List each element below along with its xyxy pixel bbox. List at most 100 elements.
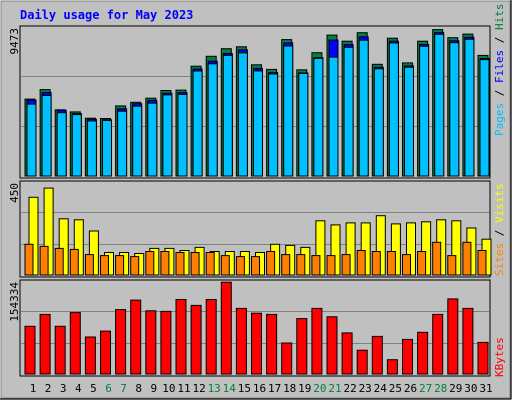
bar-sites-day-4 [69,248,79,276]
bar-sites-day-6 [100,255,109,276]
bar-kbytes-day-11 [175,299,187,375]
bar-sites-day-18 [281,254,291,276]
day-label-28: 28 [434,382,447,395]
bar-kbytes-day-14 [220,281,232,375]
bar-pages-day-15 [237,52,248,177]
bar-pages-day-31 [479,59,490,177]
day-label-15: 15 [238,382,251,395]
bar-sites-day-14 [220,255,230,276]
bar-kbytes-day-19 [296,318,308,375]
panel1-max-label: 9473 [8,28,21,55]
day-label-31: 31 [479,382,492,395]
day-label-5: 5 [90,382,97,395]
bar-kbytes-day-9 [145,310,157,375]
day-label-27: 27 [419,382,432,395]
bar-kbytes-day-18 [281,342,293,375]
bar-kbytes-day-28 [432,313,444,375]
panel-hits-files-pages-bars [24,29,490,177]
day-label-16: 16 [253,382,266,395]
bar-pages-day-29 [449,42,460,177]
bar-sites-day-2 [39,245,49,276]
day-label-3: 3 [60,382,67,395]
day-label-22: 22 [343,382,356,395]
bar-pages-day-9 [147,102,158,177]
day-label-30: 30 [464,382,477,395]
bar-pages-day-26 [404,66,414,177]
bar-pages-day-18 [283,45,294,177]
bar-kbytes-day-24 [371,335,383,375]
bar-kbytes-day-25 [386,359,398,375]
day-label-2: 2 [45,382,52,395]
bar-kbytes-day-29 [447,298,459,375]
legend-sites: Sites [493,243,506,276]
day-label-9: 9 [150,382,157,395]
bar-sites-day-5 [84,254,94,276]
legend-visits: Visits [493,183,506,223]
legend-pages-files-hits: Pages / Files / Hits [493,4,506,137]
day-label-7: 7 [120,382,127,395]
bar-kbytes-day-10 [160,310,172,375]
bar-pages-day-20 [313,57,324,177]
bar-pages-day-22 [343,46,354,177]
bar-sites-day-26 [402,254,411,276]
bar-pages-day-3 [56,112,67,177]
day-label-6: 6 [105,382,112,395]
bar-sites-day-19 [296,254,306,276]
bar-pages-day-13 [207,63,218,177]
bar-pages-day-28 [434,33,445,177]
bar-sites-day-17 [266,251,276,276]
bar-sites-day-9 [145,251,155,276]
bar-kbytes-day-8 [130,299,142,375]
panel-visits-sites-bars [24,187,492,276]
bar-pages-day-30 [464,38,475,177]
legend-files: Files [493,50,506,83]
bar-sites-day-11 [175,252,185,276]
bar-sites-day-21 [326,255,336,276]
bar-kbytes-day-22 [341,332,353,375]
day-label-25: 25 [389,382,402,395]
bar-kbytes-day-3 [54,325,66,375]
day-label-26: 26 [404,382,417,395]
bar-kbytes-day-20 [311,307,323,375]
legend-sep-3: / [493,223,506,243]
day-label-29: 29 [449,382,462,395]
legend-hits: Hits [493,4,506,31]
bar-kbytes-day-1 [24,325,36,375]
bar-kbytes-day-16 [251,312,262,375]
day-label-1: 1 [30,382,37,395]
bar-pages-day-19 [298,73,309,177]
bar-sites-day-8 [130,256,140,276]
bar-pages-day-14 [222,54,233,177]
bar-kbytes-day-26 [402,338,413,375]
bar-kbytes-day-31 [477,341,489,375]
day-label-24: 24 [374,382,388,395]
day-label-13: 13 [208,382,221,395]
bar-pages-day-12 [192,70,203,177]
bar-pages-day-25 [388,42,399,177]
bar-kbytes-day-12 [190,304,202,375]
bar-sites-day-24 [371,251,381,276]
legend-sites-visits: Sites / Visits [493,183,506,276]
day-label-17: 17 [268,382,281,395]
legend-kbytes: KBytes [493,337,506,377]
bar-sites-day-29 [447,255,457,276]
bar-pages-day-1 [26,103,37,177]
day-label-18: 18 [283,382,296,395]
bar-sites-day-22 [341,254,351,276]
day-label-10: 10 [162,382,175,395]
bar-sites-day-12 [190,252,200,276]
bar-kbytes-day-30 [462,307,474,375]
bar-sites-day-28 [432,241,442,276]
bar-pages-day-8 [132,105,143,177]
bar-sites-day-3 [54,247,64,276]
day-label-20: 20 [313,382,326,395]
bar-sites-day-30 [462,241,472,276]
bar-kbytes-day-17 [266,313,278,375]
legend-sep-2: / [493,30,506,50]
bar-kbytes-day-4 [69,312,81,375]
bar-sites-day-16 [251,256,260,276]
bar-pages-day-5 [86,120,97,177]
bar-pages-day-23 [358,39,369,177]
